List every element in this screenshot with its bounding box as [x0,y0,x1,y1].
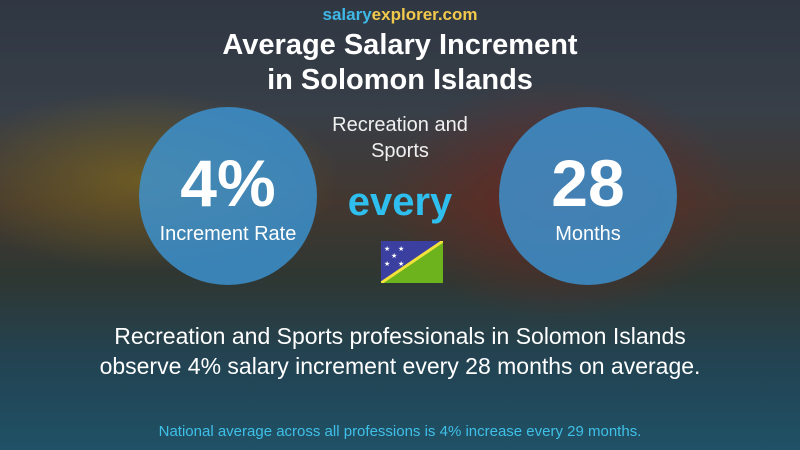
brand-logo[interactable]: salaryexplorer.com [322,5,478,24]
increment-label: Increment Rate [159,223,297,245]
subtitle: Recreation and Sports [332,114,468,162]
svg-text:★: ★ [384,260,390,268]
svg-text:★: ★ [398,260,404,268]
solomon-islands-flag-icon: ★ ★★★ ★ [381,241,443,283]
every-label: every [347,180,453,224]
period-label: Months [555,223,621,245]
description: Recreation and Sports professionals in S… [99,323,701,379]
increment-value: 4% [180,146,276,220]
period-value: 28 [551,146,625,220]
national-average-note: National average across all professions … [158,423,642,440]
svg-text:★: ★ [384,245,390,253]
svg-text:★: ★ [391,252,397,260]
period-circle: 28 Months [499,107,677,285]
increment-rate-circle: 4% Increment Rate [139,107,317,285]
page-title: Average Salary Increment in Solomon Islan… [222,29,578,96]
svg-text:★: ★ [398,245,404,253]
